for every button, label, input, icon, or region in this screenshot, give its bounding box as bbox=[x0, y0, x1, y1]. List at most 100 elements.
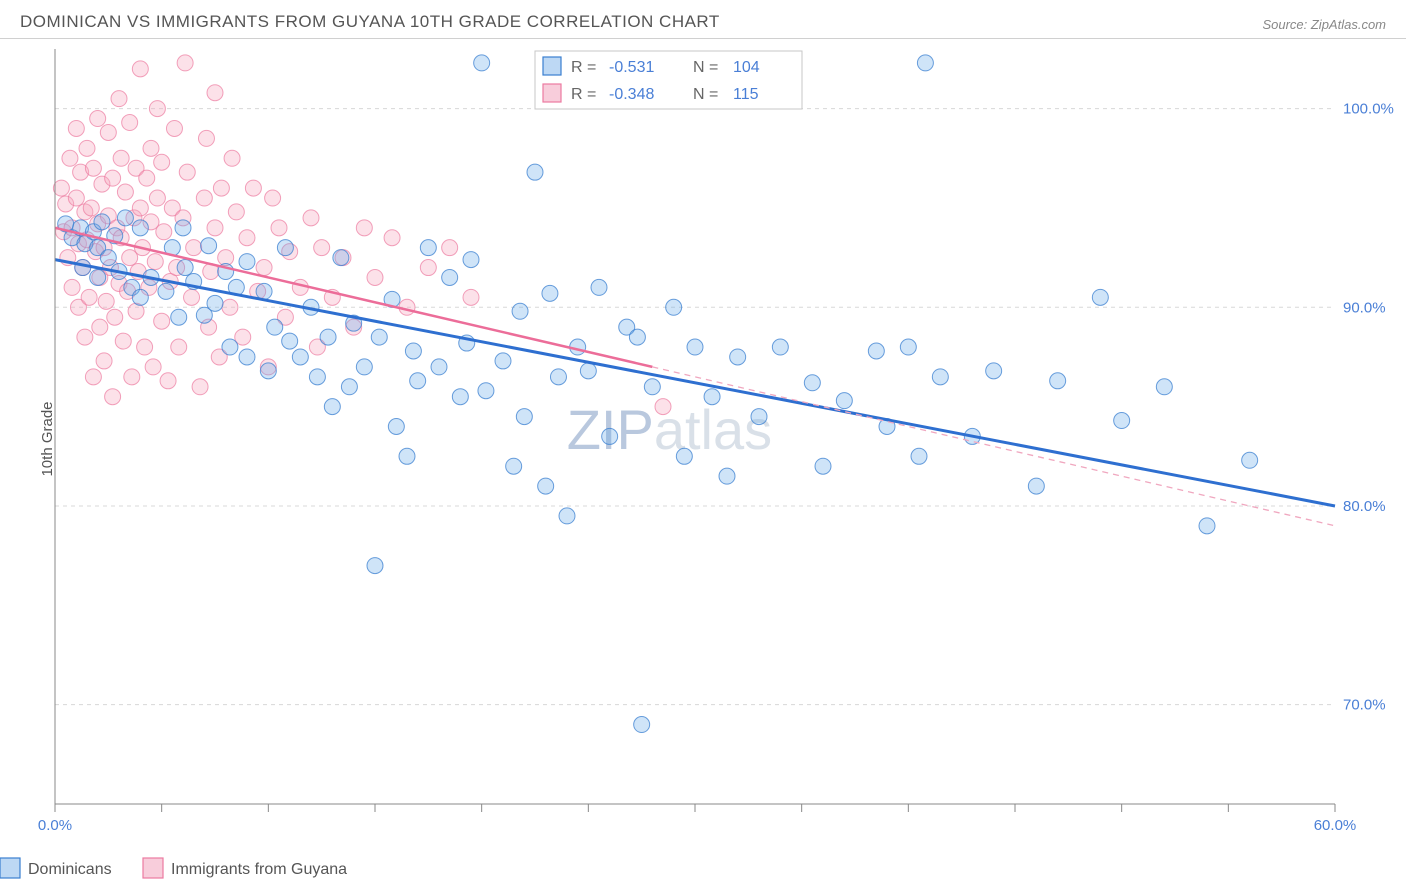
data-point bbox=[666, 299, 682, 315]
legend-swatch bbox=[0, 858, 20, 878]
data-point bbox=[83, 200, 99, 216]
data-point bbox=[207, 85, 223, 101]
data-point bbox=[309, 369, 325, 385]
data-point bbox=[772, 339, 788, 355]
data-point bbox=[629, 329, 645, 345]
data-point bbox=[62, 150, 78, 166]
data-point bbox=[132, 289, 148, 305]
data-point bbox=[265, 190, 281, 206]
data-point bbox=[463, 252, 479, 268]
legend-label: Immigrants from Guyana bbox=[171, 861, 347, 878]
data-point bbox=[256, 283, 272, 299]
data-point bbox=[132, 220, 148, 236]
stats-r-label: R = bbox=[571, 86, 596, 103]
data-point bbox=[292, 349, 308, 365]
data-point bbox=[113, 150, 129, 166]
data-point bbox=[137, 339, 153, 355]
legend-bottom: DominicansImmigrants from Guyana bbox=[0, 854, 1406, 882]
data-point bbox=[154, 313, 170, 329]
data-point bbox=[207, 220, 223, 236]
data-point bbox=[245, 180, 261, 196]
data-point bbox=[367, 558, 383, 574]
data-point bbox=[115, 333, 131, 349]
data-point bbox=[154, 154, 170, 170]
data-point bbox=[207, 295, 223, 311]
data-point bbox=[836, 393, 852, 409]
data-point bbox=[1050, 373, 1066, 389]
data-point bbox=[166, 120, 182, 136]
data-point bbox=[442, 269, 458, 285]
y-tick-label: 70.0% bbox=[1343, 697, 1386, 714]
data-point bbox=[367, 269, 383, 285]
data-point bbox=[1028, 478, 1044, 494]
data-point bbox=[139, 170, 155, 186]
data-point bbox=[85, 369, 101, 385]
data-point bbox=[100, 124, 116, 140]
data-point bbox=[442, 240, 458, 256]
data-point bbox=[384, 230, 400, 246]
legend-bottom-svg: DominicansImmigrants from Guyana bbox=[0, 854, 388, 882]
data-point bbox=[917, 55, 933, 71]
data-point bbox=[687, 339, 703, 355]
y-tick-label: 80.0% bbox=[1343, 498, 1386, 515]
data-point bbox=[495, 353, 511, 369]
data-point bbox=[171, 309, 187, 325]
data-point bbox=[1199, 518, 1215, 534]
data-point bbox=[198, 130, 214, 146]
data-point bbox=[277, 240, 293, 256]
stats-r-label: R = bbox=[571, 59, 596, 76]
data-point bbox=[64, 279, 80, 295]
data-point bbox=[900, 339, 916, 355]
data-point bbox=[124, 369, 140, 385]
data-point bbox=[303, 210, 319, 226]
data-point bbox=[117, 210, 133, 226]
data-point bbox=[655, 399, 671, 415]
data-point bbox=[260, 363, 276, 379]
data-point bbox=[149, 101, 165, 117]
data-point bbox=[550, 369, 566, 385]
data-point bbox=[719, 468, 735, 484]
data-point bbox=[591, 279, 607, 295]
data-point bbox=[333, 250, 349, 266]
stats-r-value: -0.348 bbox=[609, 86, 654, 103]
data-point bbox=[815, 458, 831, 474]
data-point bbox=[196, 190, 212, 206]
data-point bbox=[341, 379, 357, 395]
data-point bbox=[239, 230, 255, 246]
data-point bbox=[105, 170, 121, 186]
data-point bbox=[282, 333, 298, 349]
data-point bbox=[676, 448, 692, 464]
data-point bbox=[143, 140, 159, 156]
x-tick-label: 0.0% bbox=[38, 817, 72, 834]
data-point bbox=[371, 329, 387, 345]
data-point bbox=[149, 190, 165, 206]
data-point bbox=[911, 448, 927, 464]
data-point bbox=[184, 289, 200, 305]
legend-swatch bbox=[143, 858, 163, 878]
data-point bbox=[213, 180, 229, 196]
data-point bbox=[356, 220, 372, 236]
stats-n-label: N = bbox=[693, 59, 718, 76]
data-point bbox=[538, 478, 554, 494]
trend-line bbox=[55, 260, 1335, 506]
stats-n-value: 104 bbox=[733, 59, 760, 76]
data-point bbox=[105, 389, 121, 405]
x-tick-label: 60.0% bbox=[1314, 817, 1357, 834]
data-point bbox=[1156, 379, 1172, 395]
data-point bbox=[804, 375, 820, 391]
chart-source: Source: ZipAtlas.com bbox=[1262, 17, 1386, 32]
data-point bbox=[98, 293, 114, 309]
data-point bbox=[90, 269, 106, 285]
data-point bbox=[1242, 452, 1258, 468]
data-point bbox=[122, 115, 138, 131]
data-point bbox=[75, 260, 91, 276]
data-point bbox=[177, 260, 193, 276]
data-point bbox=[68, 190, 84, 206]
data-point bbox=[399, 448, 415, 464]
data-point bbox=[147, 254, 163, 270]
data-point bbox=[405, 343, 421, 359]
data-point bbox=[192, 379, 208, 395]
data-point bbox=[512, 303, 528, 319]
data-point bbox=[171, 339, 187, 355]
data-point bbox=[602, 428, 618, 444]
